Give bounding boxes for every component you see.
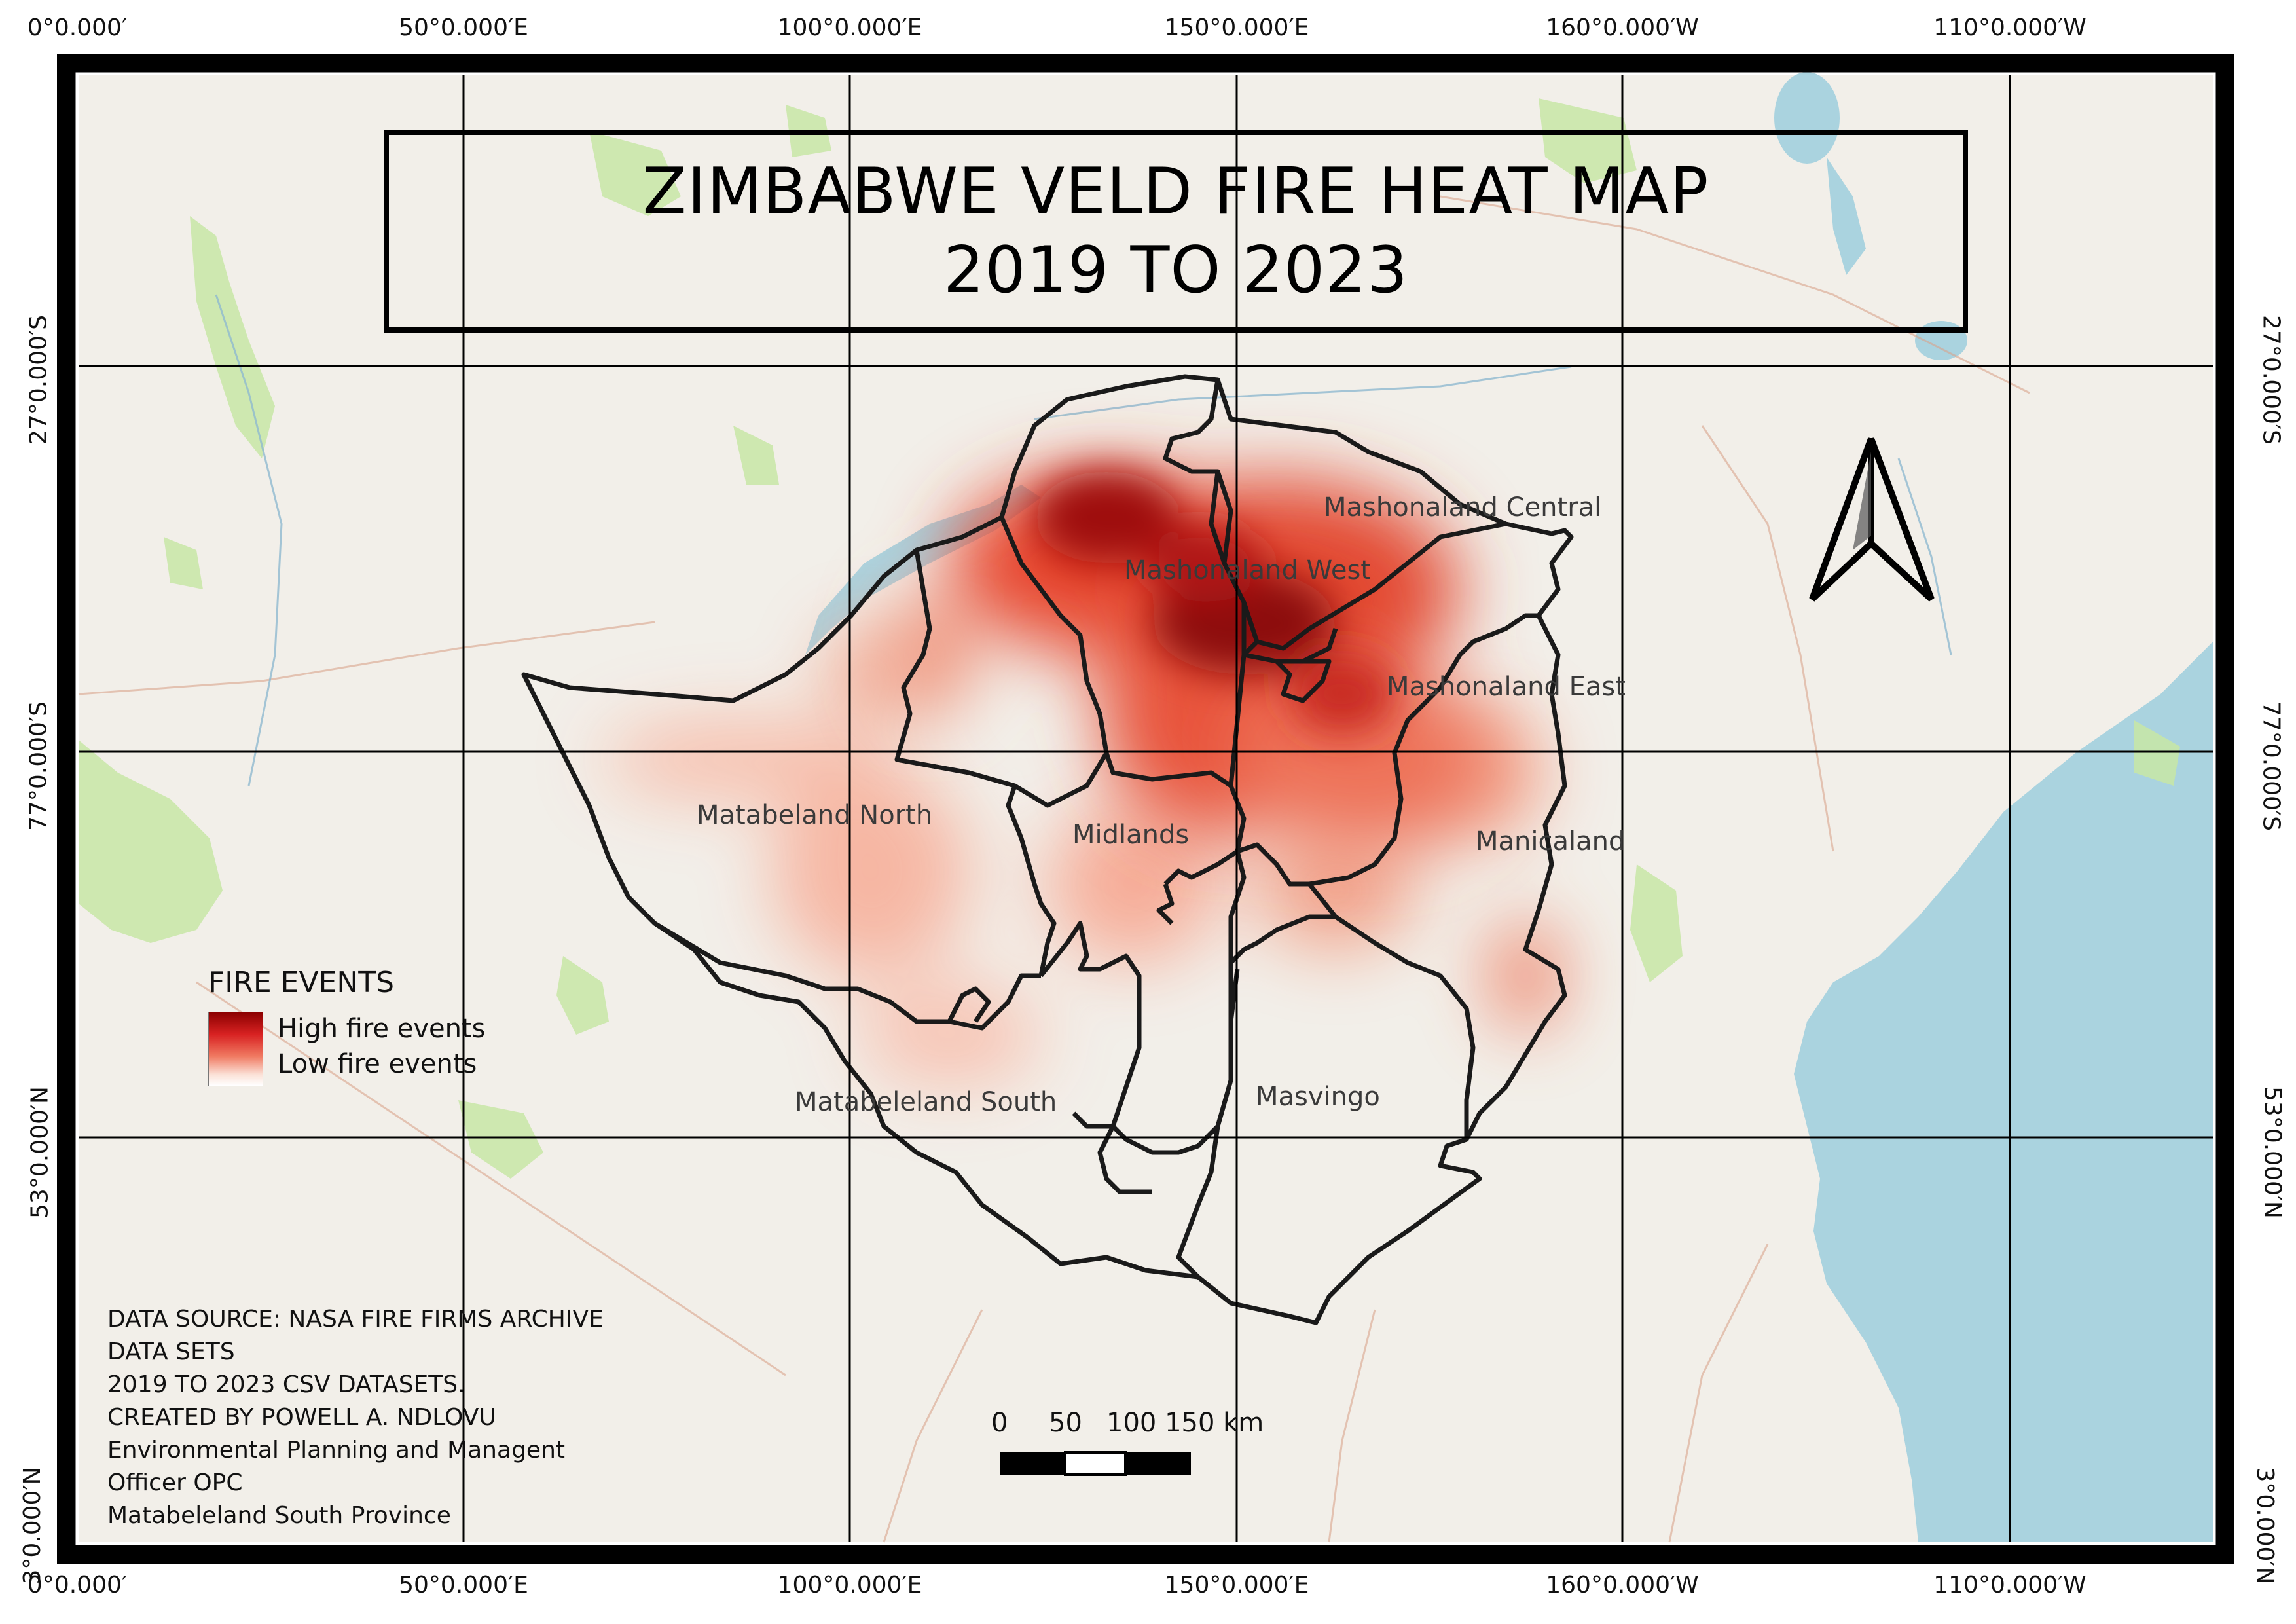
coord-label-left: 77°0.000′S: [25, 701, 52, 831]
coord-label-bottom: 100°0.000′E: [777, 1572, 922, 1598]
scale-label: 100 150 km: [1106, 1408, 1264, 1438]
province-boundaries: [521, 374, 1574, 1325]
legend-label-low: Low fire events: [278, 1049, 477, 1079]
coord-label-bottom: 150°0.000′E: [1164, 1572, 1309, 1598]
green-areas: [79, 98, 2180, 1179]
credit-line: DATA SOURCE: NASA FIRE FIRMS ARCHIVE: [107, 1306, 604, 1333]
legend-title: FIRE EVENTS: [208, 966, 395, 999]
legend-color-ramp: [208, 1012, 263, 1086]
map-subtitle: 2019 TO 2023: [943, 233, 1409, 308]
province-label-manicaland: Manicaland: [1476, 826, 1626, 857]
coord-label-right: 77°0.000′S: [2257, 701, 2285, 831]
indian-ocean: [1794, 642, 2213, 1542]
coord-label-top: 50°0.000′E: [399, 14, 528, 41]
map-frame: [57, 54, 2234, 1564]
credit-line: Environmental Planning and Managent: [107, 1437, 565, 1464]
north-arrow-icon: [1809, 437, 1935, 602]
legend-label-high: High fire events: [278, 1014, 486, 1044]
scale-label: 50: [1049, 1408, 1082, 1438]
scale-label: 0: [991, 1408, 1008, 1438]
coord-label-bottom: 50°0.000′E: [399, 1572, 528, 1598]
graticule: [79, 75, 2213, 1542]
coord-label-left: 53°0.000′N: [26, 1086, 54, 1219]
fire-heatmap: [602, 471, 1561, 1087]
province-label-mashonaland-west: Mashonaland West: [1124, 555, 1371, 585]
scale-bar: [1000, 1451, 1191, 1476]
coord-label-top: 100°0.000′E: [777, 14, 922, 41]
province-label-matabeland-north: Matabeland North: [697, 800, 933, 830]
coord-label-top: 150°0.000′E: [1164, 14, 1309, 41]
credit-line: Matabeleland South Province: [107, 1502, 451, 1529]
coord-label-right: 3°0.000′N: [2251, 1467, 2279, 1585]
roads: [78, 195, 2030, 1543]
province-label-mashonaland-central: Mashonaland Central: [1324, 492, 1602, 523]
coord-label-bottom: 0°0.000′: [27, 1572, 128, 1598]
zimbabwe-border: [521, 374, 1574, 1325]
credits-block: DATA SOURCE: NASA FIRE FIRMS ARCHIVE DAT…: [107, 1303, 604, 1532]
credit-line: DATA SETS: [107, 1338, 235, 1365]
rivers: [215, 294, 1952, 786]
coord-label-bottom: 160°0.000′W: [1546, 1572, 1699, 1598]
coord-label-top: 160°0.000′W: [1546, 14, 1699, 41]
map-title: ZIMBABWE VELD FIRE HEAT MAP: [642, 155, 1709, 229]
lake: [1774, 72, 1840, 164]
coord-label-left: 3°0.000′N: [19, 1467, 46, 1585]
credit-line: Officer OPC: [107, 1469, 243, 1496]
province-label-midlands: Midlands: [1072, 820, 1190, 850]
province-label-mashonaland-east: Mashonaland East: [1387, 672, 1626, 702]
coord-label-bottom: 110°0.000′W: [1933, 1572, 2086, 1598]
coord-label-right: 53°0.000′N: [2259, 1086, 2286, 1219]
coord-label-right: 27°0.000′S: [2257, 315, 2285, 445]
coord-label-left: 27°0.000′S: [25, 315, 52, 445]
coord-label-top: 0°0.000′: [27, 14, 128, 41]
lake: [1827, 157, 1866, 275]
coord-label-top: 110°0.000′W: [1933, 14, 2086, 41]
province-label-masvingo: Masvingo: [1256, 1082, 1380, 1112]
credit-line: 2019 TO 2023 CSV DATASETS.: [107, 1371, 465, 1398]
credit-line: CREATED BY POWELL A. NDLOVU: [107, 1404, 496, 1431]
province-label-matabeleland-south: Matabeleland South: [795, 1087, 1057, 1117]
map-title-box: ZIMBABWE VELD FIRE HEAT MAP 2019 TO 2023: [384, 130, 1968, 333]
